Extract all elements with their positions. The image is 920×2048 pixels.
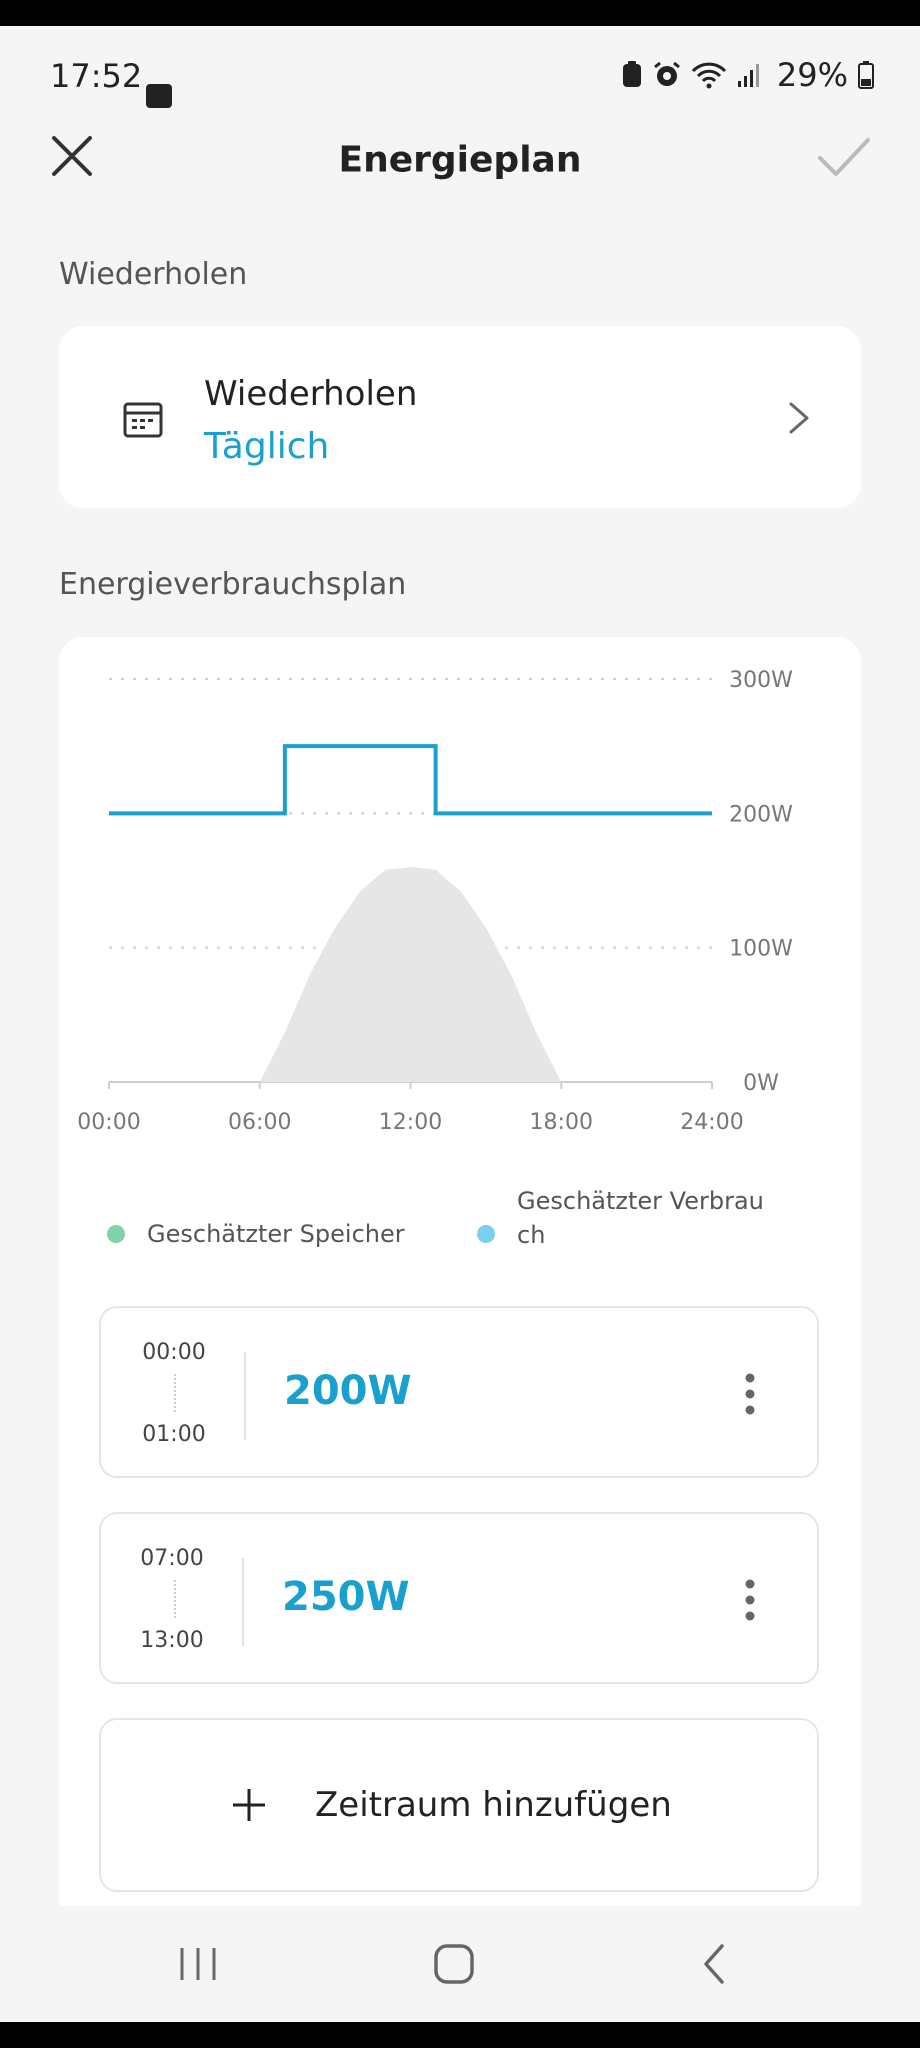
recent-apps-icon[interactable] (170, 1936, 226, 1992)
y-tick-label: 200W (729, 802, 793, 827)
repeat-section-label: Wiederholen (59, 257, 248, 292)
legend-consumption-label-line2: ch (517, 1221, 546, 1249)
signal-icon (737, 64, 759, 87)
legend-consumption: Geschätzter Verbrau ch (477, 1184, 817, 1249)
energy-chart: 300W 200W 100W 0W 00:00 06:00 12:00 18:00 24:00 (77, 668, 793, 1135)
system-nav-bar (0, 1906, 920, 2022)
more-options-icon[interactable] (744, 1372, 756, 1416)
plan-section-label: Energieverbrauchsplan (59, 567, 407, 602)
repeat-card-title: Wiederholen (204, 374, 418, 414)
back-icon[interactable] (686, 1936, 742, 1992)
x-tick-label: 06:00 (228, 1110, 291, 1135)
slot-start-time: 07:00 (140, 1546, 204, 1571)
battery-saver-icon (622, 61, 641, 87)
home-icon[interactable] (426, 1936, 482, 1992)
page-title: Energieplan (338, 139, 582, 181)
plus-icon (233, 1789, 265, 1821)
more-options-icon[interactable] (744, 1578, 756, 1622)
repeat-setting-card[interactable]: Wiederholen Täglich (59, 326, 861, 508)
slot-power-value: 200W (284, 1368, 412, 1414)
status-time: 17:52 (50, 57, 143, 95)
legend-consumption-label-line1: Geschätzter Verbrau (517, 1187, 764, 1215)
battery-percent: 29% (776, 56, 848, 94)
legend-storage: Geschätzter Speicher (107, 1204, 427, 1264)
legend-consumption-dot (477, 1225, 495, 1243)
image-notification-icon (146, 84, 172, 108)
status-bar: 17:52 29% (0, 26, 920, 110)
storage-area-series (259, 867, 562, 1082)
slot-power-value: 250W (282, 1574, 410, 1620)
repeat-card-value: Täglich (204, 426, 330, 467)
y-tick-label: 100W (729, 937, 793, 962)
add-period-label: Zeitraum hinzufügen (315, 1785, 672, 1825)
alarm-icon (653, 61, 680, 86)
wifi-icon (691, 62, 726, 89)
chevron-right-icon (789, 402, 809, 434)
bottom-black-bar (0, 2022, 920, 2048)
x-tick-label: 18:00 (530, 1110, 593, 1135)
battery-icon (858, 61, 874, 89)
consumption-line-series (109, 744, 712, 816)
app-header: Energieplan (0, 110, 920, 210)
slot-separator (244, 1352, 246, 1440)
top-black-bar (0, 0, 920, 26)
slot-separator (242, 1558, 244, 1646)
legend-storage-label: Geschätzter Speicher (147, 1220, 405, 1248)
y-tick-label: 300W (729, 668, 793, 693)
slot-start-time: 00:00 (142, 1340, 206, 1365)
y-tick-label: 0W (743, 1071, 779, 1096)
slot-time-divider (174, 1580, 176, 1618)
calendar-icon (123, 402, 163, 438)
x-tick-label: 00:00 (77, 1110, 140, 1135)
x-tick-label: 24:00 (680, 1110, 743, 1135)
time-slot-row[interactable]: 07:00 13:00 250W (99, 1512, 819, 1684)
status-icons: 29% (621, 56, 874, 94)
slot-end-time: 01:00 (142, 1422, 206, 1447)
x-tick-label: 12:00 (379, 1110, 442, 1135)
confirm-check-icon[interactable] (816, 132, 872, 180)
close-icon[interactable] (48, 132, 96, 180)
time-slot-row[interactable]: 00:00 01:00 200W (99, 1306, 819, 1478)
slot-end-time: 13:00 (140, 1628, 204, 1653)
slot-time-divider (174, 1374, 176, 1412)
add-period-button[interactable]: Zeitraum hinzufügen (99, 1718, 819, 1892)
legend-storage-dot (107, 1225, 125, 1243)
